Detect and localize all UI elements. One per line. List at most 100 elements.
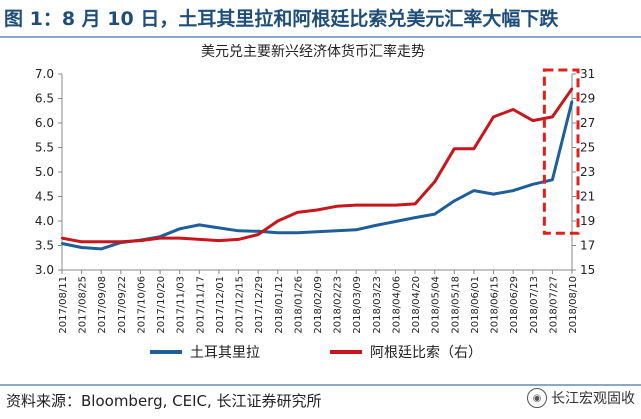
point-try-23 bbox=[511, 189, 515, 192]
point-ars-18 bbox=[413, 202, 417, 206]
point-try-2 bbox=[100, 247, 103, 251]
point-try-18 bbox=[413, 216, 417, 219]
y-right-tick-label: 23 bbox=[580, 165, 595, 179]
y-left-tick-label: 4.0 bbox=[35, 214, 54, 228]
x-tick-label: 2017/12/01 bbox=[215, 276, 226, 334]
x-tick-label: 2018/02/09 bbox=[313, 276, 324, 334]
series-line-try bbox=[61, 101, 574, 251]
watermark: ◉ 长江宏观固收 bbox=[527, 388, 635, 408]
y-right-tick-label: 27 bbox=[580, 116, 595, 130]
x-tick-label: 2018/01/12 bbox=[274, 276, 285, 334]
x-tick-label: 2018/06/15 bbox=[490, 276, 501, 334]
x-tick-label: 2017/10/20 bbox=[156, 276, 167, 334]
point-ars-22 bbox=[492, 115, 495, 119]
point-try-1 bbox=[80, 246, 83, 249]
point-try-0 bbox=[60, 242, 64, 245]
point-ars-1 bbox=[80, 240, 83, 244]
y-left-tick-label: 5.5 bbox=[35, 141, 54, 155]
point-try-25 bbox=[551, 178, 554, 182]
point-try-14 bbox=[335, 229, 338, 232]
legend-label-try: 土耳其里拉 bbox=[190, 345, 260, 361]
point-try-9 bbox=[237, 229, 240, 232]
x-tick-label: 2017/12/29 bbox=[254, 276, 265, 334]
point-try-22 bbox=[492, 192, 495, 196]
point-ars-13 bbox=[315, 208, 319, 212]
x-tick-label: 2018/04/20 bbox=[411, 276, 422, 334]
watermark-text: 长江宏观固收 bbox=[551, 391, 635, 407]
chart-title: 美元兑主要新兴经济体货币汇率走势 bbox=[201, 43, 425, 60]
point-ars-17 bbox=[394, 203, 397, 207]
y-right-tick-label: 17 bbox=[580, 239, 595, 253]
x-tick-label: 2017/09/08 bbox=[97, 276, 108, 334]
x-tick-label: 2018/01/26 bbox=[293, 276, 304, 334]
point-ars-26 bbox=[570, 87, 574, 90]
y-left-tick-label: 5.0 bbox=[35, 165, 54, 179]
y-left-tick-label: 6.0 bbox=[35, 116, 54, 130]
legend: 土耳其里拉 阿根廷比索（右） bbox=[150, 344, 482, 361]
point-try-24 bbox=[531, 183, 534, 186]
x-tick-label: 2018/04/06 bbox=[391, 276, 402, 334]
x-tick-label: 2018/08/10 bbox=[568, 276, 579, 334]
point-ars-16 bbox=[374, 203, 378, 207]
point-ars-19 bbox=[433, 180, 436, 183]
point-ars-6 bbox=[178, 236, 181, 240]
x-tick-label: 2018/07/13 bbox=[529, 276, 540, 334]
series-layer bbox=[60, 87, 574, 251]
x-tick-label: 2017/09/22 bbox=[117, 276, 128, 334]
highlight-box bbox=[542, 68, 580, 235]
point-try-16 bbox=[374, 224, 378, 227]
x-tick-label: 2017/11/17 bbox=[195, 276, 206, 334]
point-try-15 bbox=[355, 228, 358, 232]
point-ars-21 bbox=[472, 147, 476, 150]
point-ars-2 bbox=[100, 240, 103, 244]
legend-label-ars: 阿根廷比索（右） bbox=[370, 344, 482, 361]
point-try-8 bbox=[217, 226, 221, 230]
top-divider bbox=[0, 36, 641, 38]
point-ars-7 bbox=[198, 238, 201, 241]
y-left-tick-label: 4.5 bbox=[35, 190, 54, 204]
point-ars-0 bbox=[60, 236, 64, 240]
point-try-26 bbox=[570, 100, 574, 103]
x-tick-label: 2018/06/01 bbox=[470, 276, 481, 334]
point-ars-10 bbox=[256, 233, 260, 236]
point-try-17 bbox=[394, 220, 397, 223]
x-tick-label: 2018/03/23 bbox=[372, 276, 383, 334]
y-left-tick-label: 6.5 bbox=[35, 92, 54, 106]
highlight-layer bbox=[542, 68, 580, 235]
x-tick-label: 2018/05/04 bbox=[431, 276, 442, 334]
x-tick-label: 2018/07/27 bbox=[548, 276, 559, 334]
exchange-rate-chart: 美元兑主要新兴经济体货币汇率走势 3.0 3.5 4.0 4.5 5.0 5.5 6.0 6.… bbox=[35, 43, 595, 361]
point-ars-25 bbox=[551, 115, 554, 119]
x-tick-label: 2018/05/18 bbox=[450, 276, 461, 334]
y-right-tick-label: 19 bbox=[580, 214, 595, 228]
bottom-divider bbox=[0, 384, 641, 386]
series-line-ars bbox=[61, 87, 574, 244]
y-right-tick-label: 29 bbox=[580, 92, 595, 106]
point-ars-3 bbox=[119, 240, 123, 244]
point-try-7 bbox=[198, 223, 201, 227]
point-try-10 bbox=[256, 230, 260, 233]
y-right-tick-label: 21 bbox=[580, 190, 595, 204]
point-ars-12 bbox=[296, 211, 299, 214]
y-left-tick-label: 3.0 bbox=[35, 263, 54, 277]
y-left-tick-label: 3.5 bbox=[35, 239, 54, 253]
point-ars-23 bbox=[511, 108, 515, 111]
y-axis-right: 15 17 19 21 23 25 27 29 31 bbox=[571, 67, 595, 277]
x-axis: 2017/08/11 2017/08/25 2017/09/08 2017/09/22… bbox=[58, 269, 579, 334]
point-try-6 bbox=[178, 227, 181, 231]
figure-title: 图 1：8 月 10 日，土耳其里拉和阿根廷比索兑美元汇率大幅下跌 bbox=[4, 8, 559, 30]
y-right-tick-label: 25 bbox=[580, 141, 595, 155]
point-try-11 bbox=[276, 231, 279, 234]
point-try-13 bbox=[315, 230, 319, 233]
point-ars-5 bbox=[158, 236, 162, 240]
point-ars-24 bbox=[531, 119, 534, 122]
point-ars-14 bbox=[335, 205, 338, 208]
y-right-tick-label: 31 bbox=[580, 67, 595, 81]
x-tick-label: 2018/02/23 bbox=[333, 276, 344, 334]
point-try-12 bbox=[296, 231, 299, 234]
x-tick-label: 2017/10/06 bbox=[136, 276, 147, 334]
point-ars-15 bbox=[355, 203, 358, 207]
x-tick-label: 2017/11/03 bbox=[176, 276, 187, 334]
x-tick-label: 2017/08/25 bbox=[78, 276, 89, 334]
x-tick-label: 2018/06/29 bbox=[509, 276, 520, 334]
